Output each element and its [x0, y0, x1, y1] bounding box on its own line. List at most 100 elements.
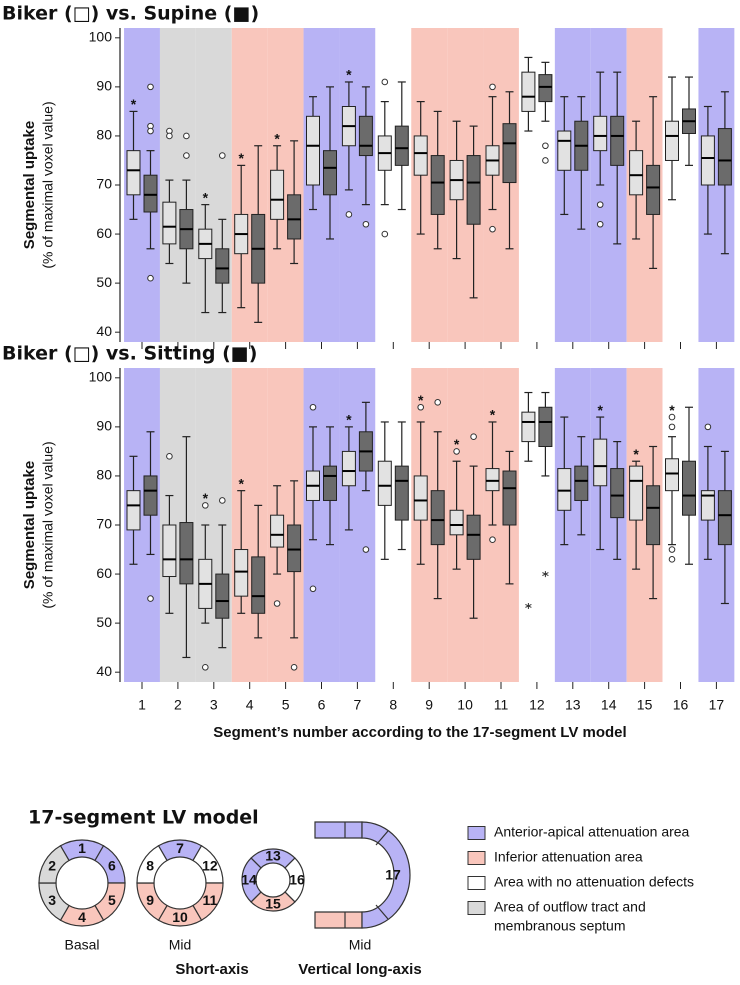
x-tick-label: 14: [601, 697, 617, 713]
region-band: [159, 28, 196, 342]
region-band: [339, 28, 376, 342]
box: [717, 128, 732, 186]
group-label: Vertical long-axis: [298, 961, 421, 978]
box: [538, 74, 553, 103]
long-axis-top: [314, 821, 363, 839]
diagram-title: 17-segment LV model: [28, 807, 259, 829]
segment-label: 6: [108, 857, 116, 873]
outlier: [147, 83, 154, 91]
box: [682, 460, 696, 516]
x-tick-label: 7: [354, 697, 362, 713]
segment-label: 14: [241, 872, 257, 888]
box: [593, 438, 608, 487]
region-band: [339, 368, 376, 682]
segment-label: 8: [146, 857, 154, 873]
outlier: [668, 413, 676, 421]
outlier: [381, 78, 389, 86]
outlier: [309, 403, 317, 411]
box: [413, 135, 428, 176]
outlier: [668, 546, 676, 553]
box: [358, 115, 373, 157]
box: [430, 490, 445, 546]
region-band: [231, 28, 268, 342]
segment-label: 2: [48, 857, 56, 873]
significance-star: *: [490, 407, 496, 423]
box: [162, 524, 177, 578]
y-tick-label: 90: [96, 418, 112, 434]
region-band: [554, 368, 591, 682]
box: [449, 509, 464, 536]
box: [593, 115, 608, 152]
box: [538, 406, 553, 447]
box: [287, 524, 302, 573]
segment-label: 11: [202, 892, 217, 908]
y-tick-label: 80: [96, 467, 112, 483]
x-tick-label: 12: [529, 697, 545, 713]
x-tick-label: 13: [565, 697, 581, 713]
ring-label: Basal: [64, 937, 99, 953]
box: [126, 150, 141, 196]
significance-star: *: [203, 490, 209, 506]
legend-swatch: [467, 851, 486, 865]
outlier: [166, 453, 173, 460]
outlier: [596, 201, 604, 208]
outlier: [345, 211, 353, 218]
y-axis-label: Segmental uptake: [21, 461, 38, 589]
ring-segment: [241, 857, 262, 903]
outlier: [381, 230, 389, 238]
extreme: [542, 571, 549, 578]
segment-label: 4: [78, 909, 86, 925]
box: [665, 120, 679, 161]
significance-star: *: [274, 130, 280, 146]
x-tick-label: 8: [389, 697, 397, 713]
outlier: [596, 220, 604, 228]
x-tick-label: 10: [457, 697, 473, 713]
box: [394, 465, 409, 521]
box: [143, 174, 158, 213]
extreme: [525, 602, 532, 609]
legend-swatch: [467, 901, 486, 915]
outlier: [202, 502, 209, 509]
outlier: [273, 600, 281, 607]
outlier: [434, 399, 442, 406]
significance-star: *: [346, 67, 352, 83]
segment-label: 9: [146, 892, 154, 908]
region-band: [483, 28, 519, 342]
y-tick-label: 50: [96, 274, 112, 290]
outlier: [147, 274, 154, 282]
box: [215, 573, 230, 619]
x-tick-label: 5: [282, 697, 290, 713]
box: [466, 155, 481, 225]
box: [287, 194, 302, 240]
box: [413, 475, 428, 521]
legend-label: Inferior attenuation area: [494, 849, 643, 865]
box: [610, 115, 625, 166]
y-tick-label: 60: [96, 225, 112, 241]
y-tick-label: 70: [96, 516, 112, 532]
outlier: [542, 142, 549, 150]
box: [700, 490, 715, 521]
box: [610, 468, 625, 519]
box: [485, 468, 500, 492]
region-band: [195, 368, 232, 682]
outlier: [183, 132, 190, 140]
box: [162, 201, 177, 245]
segment-label: 1: [78, 840, 86, 856]
region-band: [662, 28, 699, 342]
outlier: [290, 663, 298, 671]
significance-star: *: [238, 150, 244, 166]
segment-label: 15: [265, 896, 281, 912]
region-band: [303, 368, 340, 682]
outlier: [309, 585, 317, 593]
outlier: [668, 423, 676, 431]
y-tick-label: 70: [96, 176, 112, 192]
box: [521, 71, 536, 112]
region-band: [375, 28, 412, 342]
box: [521, 411, 536, 443]
outlier: [147, 595, 154, 602]
x-tick-label: 15: [637, 697, 653, 713]
region-band: [590, 368, 627, 682]
y-axis-sublabel: (% of maximal voxel value): [40, 101, 56, 268]
box: [377, 460, 392, 506]
